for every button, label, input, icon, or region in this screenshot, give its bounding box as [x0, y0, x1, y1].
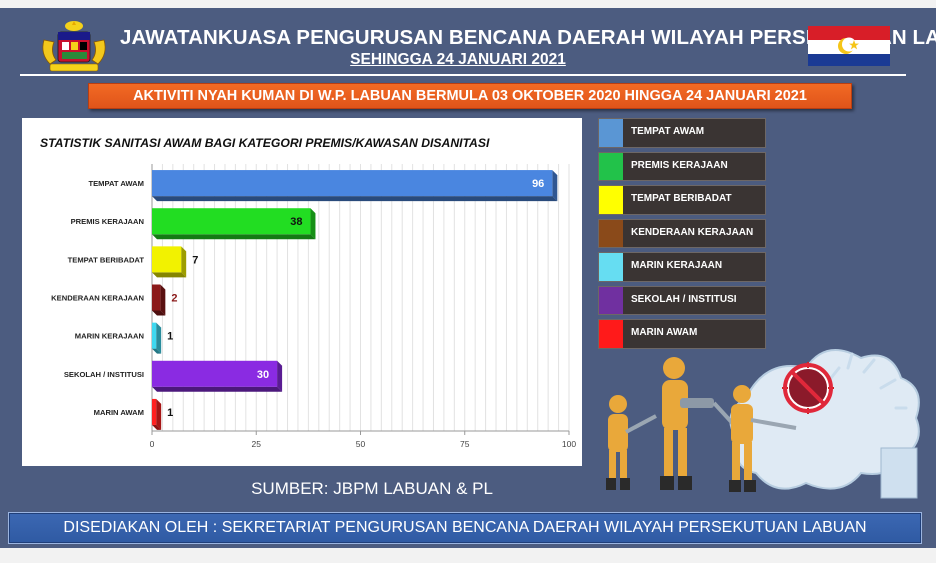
bar-side: [277, 360, 283, 392]
legend-item: TEMPAT AWAM: [598, 118, 766, 148]
bar: [152, 284, 161, 311]
source-note: SUMBER: JBPM LABUAN & PL: [251, 479, 493, 498]
category-label: KENDERAAN KERAJAAN: [51, 294, 144, 303]
bar-value-label: 96: [532, 178, 544, 190]
legend-item: SEKOLAH / INSTITUSI: [598, 285, 766, 315]
bar-side: [310, 208, 316, 240]
bar-bottom: [152, 234, 316, 240]
legend-label: TEMPAT BERIBADAT: [631, 193, 732, 204]
chart-bars: 96 38 7 2 1 30 1: [152, 170, 558, 430]
category-label: MARIN AWAM: [94, 408, 144, 417]
bar-side: [156, 398, 162, 430]
header-divider: [20, 74, 906, 76]
sanitation-workers-illustration: [606, 349, 920, 499]
bar-side: [156, 322, 162, 354]
legend-item: PREMIS KERAJAAN: [598, 151, 766, 181]
chart-axes: 0 25 50 75 100 TEMPAT AWAM PREMIS KERAJAAN TEMP…: [51, 164, 576, 449]
category-label: TEMPAT BERIBADAT: [68, 255, 145, 264]
legend-swatch: [599, 186, 623, 214]
bar-chart: 0 25 50 75 100 TEMPAT AWAM PREMIS KERAJAAN TEMP…: [40, 136, 576, 449]
legend-swatch: [599, 219, 623, 247]
bar-bottom: [152, 348, 162, 354]
legend-label: MARIN KERAJAAN: [631, 260, 723, 271]
x-tick-label: 75: [460, 439, 470, 449]
bar: [152, 398, 157, 425]
bar-value-label: 7: [192, 254, 198, 266]
chart-legend: TEMPAT AWAM PREMIS KERAJAAN TEMPAT BERIBAD…: [598, 118, 766, 353]
worker-figure: [606, 395, 657, 490]
legend-swatch: [599, 286, 623, 314]
footer-bar: DISEDIAKAN OLEH : SEKRETARIAT PENGURUSAN…: [8, 512, 922, 544]
bar-value-label: 38: [290, 216, 302, 228]
bar-side: [552, 170, 558, 202]
bar-value-label: 1: [167, 407, 173, 419]
subtitle-text: SEHINGGA 24 JANUARI 2021: [350, 51, 566, 68]
bar-value-label: 2: [171, 293, 177, 305]
bar-bottom: [152, 424, 162, 430]
legend-item: MARIN AWAM: [598, 319, 766, 349]
category-label: SEKOLAH / INSTITUSI: [64, 370, 144, 379]
bar-bottom: [152, 196, 558, 202]
top-border: [0, 0, 936, 8]
legend-label: KENDERAAN KERAJAAN: [631, 226, 754, 238]
legend-item: MARIN KERAJAAN: [598, 252, 766, 282]
bar-bottom: [152, 272, 187, 278]
worker-figure: [660, 357, 748, 490]
category-label: TEMPAT AWAM: [88, 179, 144, 188]
page-subtitle: SEHINGGA 24 JANUARI 2021: [120, 51, 796, 69]
legend-swatch: [599, 253, 623, 281]
bar-bottom: [152, 386, 283, 392]
bar: [152, 246, 182, 273]
chart-title: STATISTIK SANITASI AWAM BAGI KATEGORI PR…: [40, 136, 490, 150]
legend-label: TEMPAT AWAM: [631, 126, 705, 137]
bar: [152, 208, 311, 235]
bar: [152, 170, 553, 197]
legend-item: KENDERAAN KERAJAAN: [598, 218, 766, 248]
bottom-border: [0, 548, 936, 563]
bar: [152, 322, 157, 349]
coat-of-arms-icon: [42, 21, 106, 72]
category-label: PREMIS KERAJAAN: [71, 217, 144, 226]
legend-label: PREMIS KERAJAAN: [631, 159, 728, 171]
x-tick-label: 25: [252, 439, 262, 449]
category-label: MARIN KERAJAAN: [75, 332, 144, 341]
bar-side: [181, 246, 187, 278]
legend-swatch: [599, 320, 623, 348]
x-tick-label: 50: [356, 439, 366, 449]
labuan-flag-icon: [808, 26, 890, 66]
x-tick-label: 0: [150, 439, 155, 449]
bar: [152, 360, 278, 387]
bar-bottom: [152, 310, 166, 316]
legend-swatch: [599, 119, 623, 147]
legend-item: TEMPAT BERIBADAT: [598, 185, 766, 215]
x-tick-label: 100: [562, 439, 576, 449]
bar-side: [160, 284, 166, 316]
chart-panel: 0 25 50 75 100 TEMPAT AWAM PREMIS KERAJAAN TEMP…: [22, 118, 582, 466]
bar-value-label: 1: [167, 331, 173, 343]
activity-banner: AKTIVITI NYAH KUMAN DI W.P. LABUAN BERMU…: [88, 83, 852, 109]
worker-figure: [729, 385, 797, 492]
bar-value-label: 30: [257, 369, 269, 381]
legend-label: MARIN AWAM: [631, 327, 698, 338]
page-title: JAWATANKUASA PENGURUSAN BENCANA DAERAH W…: [120, 26, 936, 49]
legend-label: SEKOLAH / INSTITUSI: [631, 293, 737, 305]
legend-swatch: [599, 152, 623, 180]
